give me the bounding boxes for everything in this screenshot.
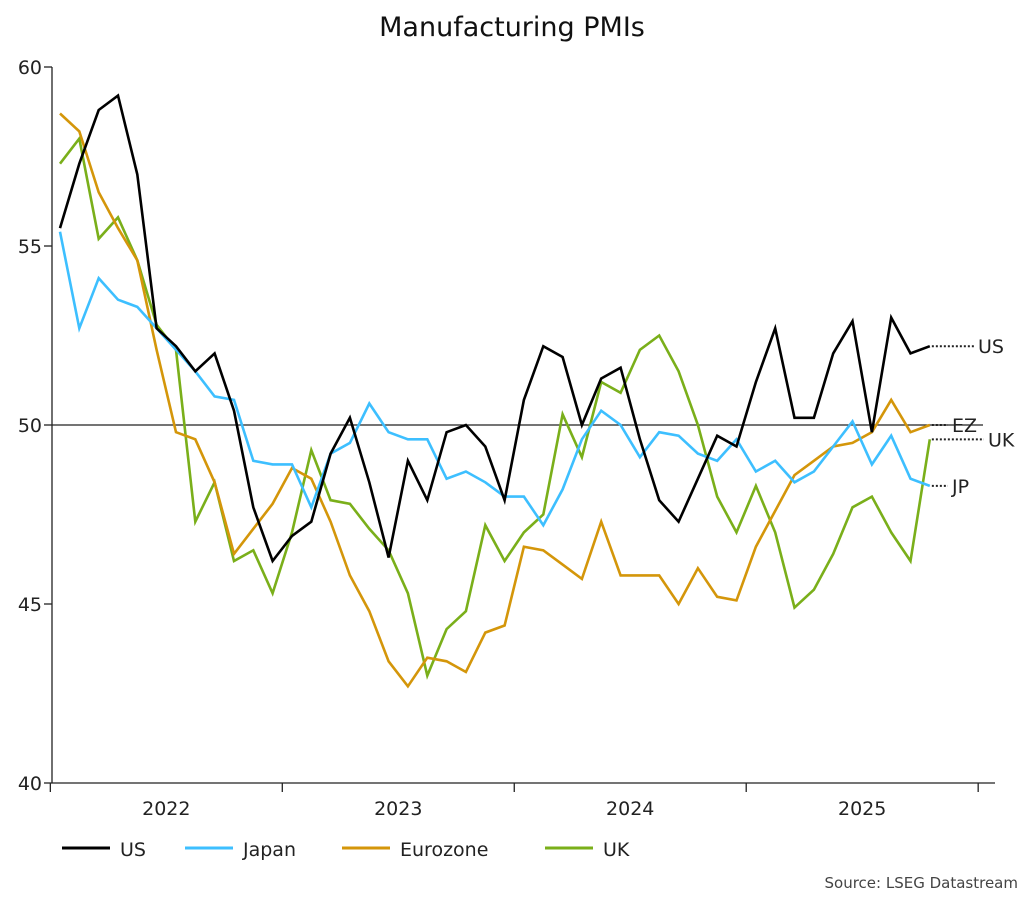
legend-label-us: US <box>120 839 146 861</box>
series-line-us <box>58 93 931 564</box>
x-tick-label: 2022 <box>142 798 190 820</box>
end-label-uk: UK <box>988 429 1015 451</box>
x-tick-label: 2023 <box>374 798 422 820</box>
y-tick-label: 40 <box>18 773 42 795</box>
legend-label-japan: Japan <box>242 839 296 861</box>
x-tick-label: 2025 <box>838 798 886 820</box>
end-label-us: US <box>978 336 1004 358</box>
legend-label-eurozone: Eurozone <box>400 839 488 861</box>
legend-label-uk: UK <box>603 839 630 861</box>
end-label-jp: JP <box>951 476 969 498</box>
series-line-japan <box>58 231 931 528</box>
y-tick-label: 50 <box>18 415 42 437</box>
source-note: Source: LSEG Datastream <box>825 874 1018 892</box>
series-line-eurozone <box>59 112 931 689</box>
end-label-ez: EZ <box>952 415 977 437</box>
y-tick-label: 45 <box>18 594 42 616</box>
series-line-uk <box>58 135 932 680</box>
y-tick-label: 60 <box>18 57 42 79</box>
chart-title: Manufacturing PMIs <box>379 12 645 43</box>
x-tick-label: 2024 <box>606 798 654 820</box>
y-tick-label: 55 <box>18 236 42 258</box>
